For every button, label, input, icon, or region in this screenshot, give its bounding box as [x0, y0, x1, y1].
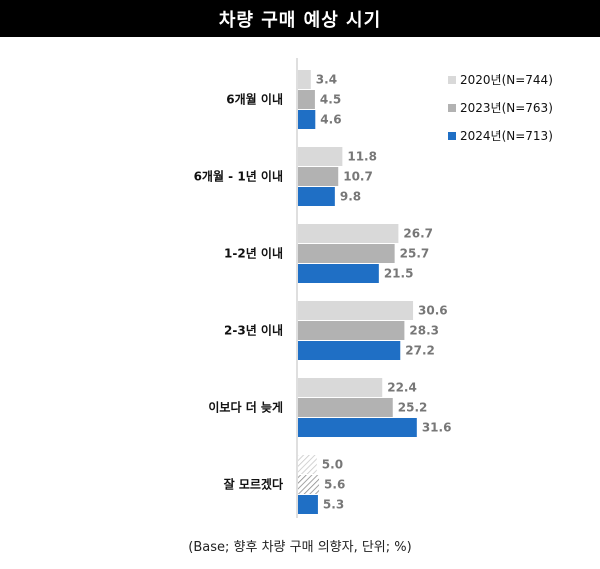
data-label: 4.6 — [320, 113, 341, 127]
bar — [298, 341, 401, 360]
category-label: 2-3년 이내 — [224, 323, 283, 338]
legend-label: 2023년(N=763) — [460, 101, 553, 115]
bar — [298, 418, 417, 437]
category-label: 6개월 - 1년 이내 — [194, 169, 283, 184]
bar — [298, 70, 311, 89]
data-label: 3.4 — [316, 73, 337, 87]
data-label: 28.3 — [409, 324, 439, 338]
data-label: 10.7 — [343, 170, 373, 184]
category-label: 이보다 더 늦게 — [208, 400, 283, 415]
category-label: 잘 모르겠다 — [224, 477, 283, 492]
bar — [298, 301, 414, 320]
data-label: 25.2 — [398, 401, 428, 415]
data-label: 9.8 — [340, 190, 361, 204]
data-label: 22.4 — [387, 381, 417, 395]
data-label: 31.6 — [422, 421, 452, 435]
data-label: 4.5 — [320, 93, 341, 107]
data-label: 27.2 — [405, 344, 435, 358]
bar — [298, 147, 343, 166]
legend-label: 2020년(N=744) — [460, 73, 553, 87]
bar — [298, 264, 379, 283]
bar — [298, 244, 395, 263]
bar — [298, 90, 315, 109]
data-label: 21.5 — [384, 267, 414, 281]
bar — [298, 378, 383, 397]
bar — [298, 495, 318, 514]
footnote: (Base; 향후 차량 구매 의향자, 단위; %) — [188, 540, 412, 555]
category-label: 1-2년 이내 — [224, 246, 283, 261]
data-label: 25.7 — [400, 247, 430, 261]
bar — [298, 187, 335, 206]
bar — [298, 398, 393, 417]
legend-swatch — [448, 76, 456, 84]
legend-swatch — [448, 104, 456, 112]
chart-title: 차량 구매 예상 시기 — [0, 0, 600, 37]
legend-swatch — [448, 132, 456, 140]
bar-chart: 6개월 이내 3.4 4.5 4.6 6개월 - 1년 이내 11.8 10.7 9.8 1-2… — [194, 58, 553, 518]
data-label: 30.6 — [418, 304, 448, 318]
data-label: 5.0 — [322, 458, 343, 472]
data-label: 5.3 — [323, 498, 344, 512]
category-label: 6개월 이내 — [226, 92, 283, 107]
bar — [298, 321, 405, 340]
bar — [298, 455, 317, 474]
data-label: 5.6 — [324, 478, 345, 492]
data-label: 11.8 — [347, 150, 377, 164]
legend-label: 2024년(N=713) — [460, 129, 553, 143]
data-label: 26.7 — [403, 227, 433, 241]
bar — [298, 475, 320, 494]
bar — [298, 224, 399, 243]
bar — [298, 167, 339, 186]
bar — [298, 110, 316, 129]
